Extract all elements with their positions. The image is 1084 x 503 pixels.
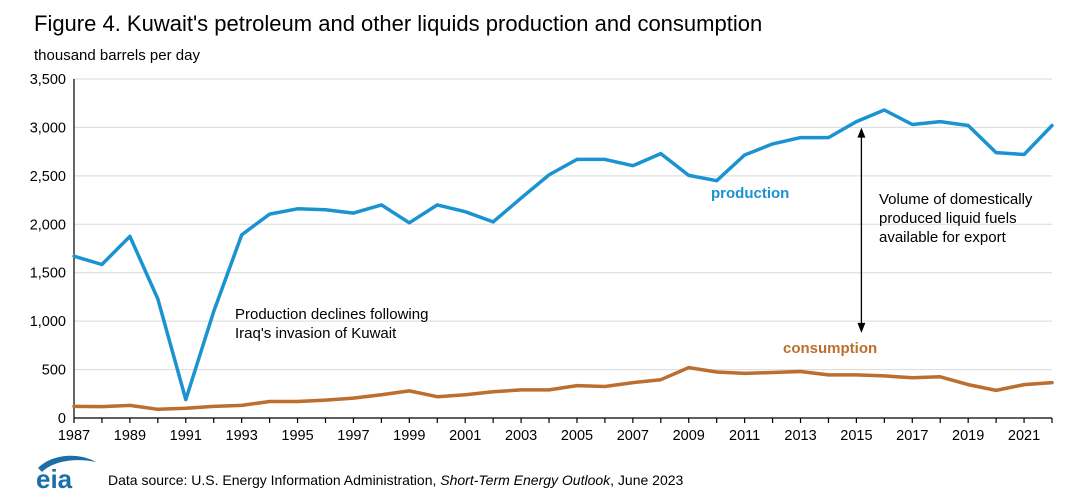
x-tick-label: 2007 bbox=[617, 428, 649, 444]
x-tick-label: 2001 bbox=[449, 428, 481, 444]
eia-logo: eia bbox=[32, 452, 102, 497]
y-tick-label: 500 bbox=[42, 363, 66, 379]
arrow-head-top bbox=[857, 127, 866, 138]
annotation-invasion: Production declines following Iraq's inv… bbox=[235, 306, 429, 342]
x-tick-label: 2019 bbox=[952, 428, 984, 444]
x-tick-label: 1995 bbox=[281, 428, 313, 444]
y-tick-label: 2,000 bbox=[30, 217, 66, 233]
y-tick-label: 1,000 bbox=[30, 314, 66, 330]
x-tick-label: 1991 bbox=[170, 428, 202, 444]
x-tick-label: 1997 bbox=[337, 428, 369, 444]
x-tick-label: 2003 bbox=[505, 428, 537, 444]
x-tick-label: 2005 bbox=[561, 428, 593, 444]
x-tick-label: 2017 bbox=[896, 428, 928, 444]
x-tick-label: 1987 bbox=[58, 428, 90, 444]
x-tick-label: 1989 bbox=[114, 428, 146, 444]
logo-swoosh bbox=[38, 455, 96, 472]
y-tick-label: 3,000 bbox=[30, 120, 66, 136]
x-tick-label: 2015 bbox=[840, 428, 872, 444]
y-tick-label: 1,500 bbox=[30, 266, 66, 282]
data-source: Data source: U.S. Energy Information Adm… bbox=[108, 472, 683, 488]
series-lines bbox=[72, 108, 1054, 412]
series-line-production bbox=[72, 108, 1054, 402]
series-line-consumption bbox=[72, 365, 1054, 412]
logo-text: eia bbox=[36, 464, 73, 492]
series-label-production: production bbox=[711, 185, 789, 202]
arrow-head-bottom bbox=[857, 322, 866, 333]
chart-title: Figure 4. Kuwait's petroleum and other l… bbox=[34, 11, 763, 36]
source-suffix: , June 2023 bbox=[610, 472, 684, 488]
y-tick-label: 0 bbox=[58, 411, 66, 427]
annotation-export: Volume of domestically produced liquid f… bbox=[879, 191, 1033, 246]
gridlines bbox=[74, 78, 1052, 371]
labels: production consumption bbox=[711, 185, 877, 357]
x-tick-label: 1999 bbox=[393, 428, 425, 444]
export-arrow bbox=[857, 127, 866, 333]
x-tick-label: 2009 bbox=[673, 428, 705, 444]
x-tick-label: 1993 bbox=[226, 428, 258, 444]
y-tick-label: 3,500 bbox=[30, 72, 66, 88]
x-tick-label: 2011 bbox=[729, 428, 760, 444]
y-axis-label: thousand barrels per day bbox=[34, 47, 200, 64]
series-label-consumption: consumption bbox=[783, 340, 877, 357]
axes: 0 500 1,000 1,500 2,000 2,500 3,000 3,500 1987 19… bbox=[30, 72, 1053, 444]
x-tick-label: 2013 bbox=[784, 428, 816, 444]
eia-logo-graphic: eia bbox=[36, 455, 96, 494]
y-tick-label: 2,500 bbox=[30, 169, 66, 185]
source-prefix: Data source: U.S. Energy Information Adm… bbox=[108, 472, 441, 488]
source-publication: Short-Term Energy Outlook bbox=[440, 472, 611, 488]
x-tick-label: 2021 bbox=[1008, 428, 1040, 444]
